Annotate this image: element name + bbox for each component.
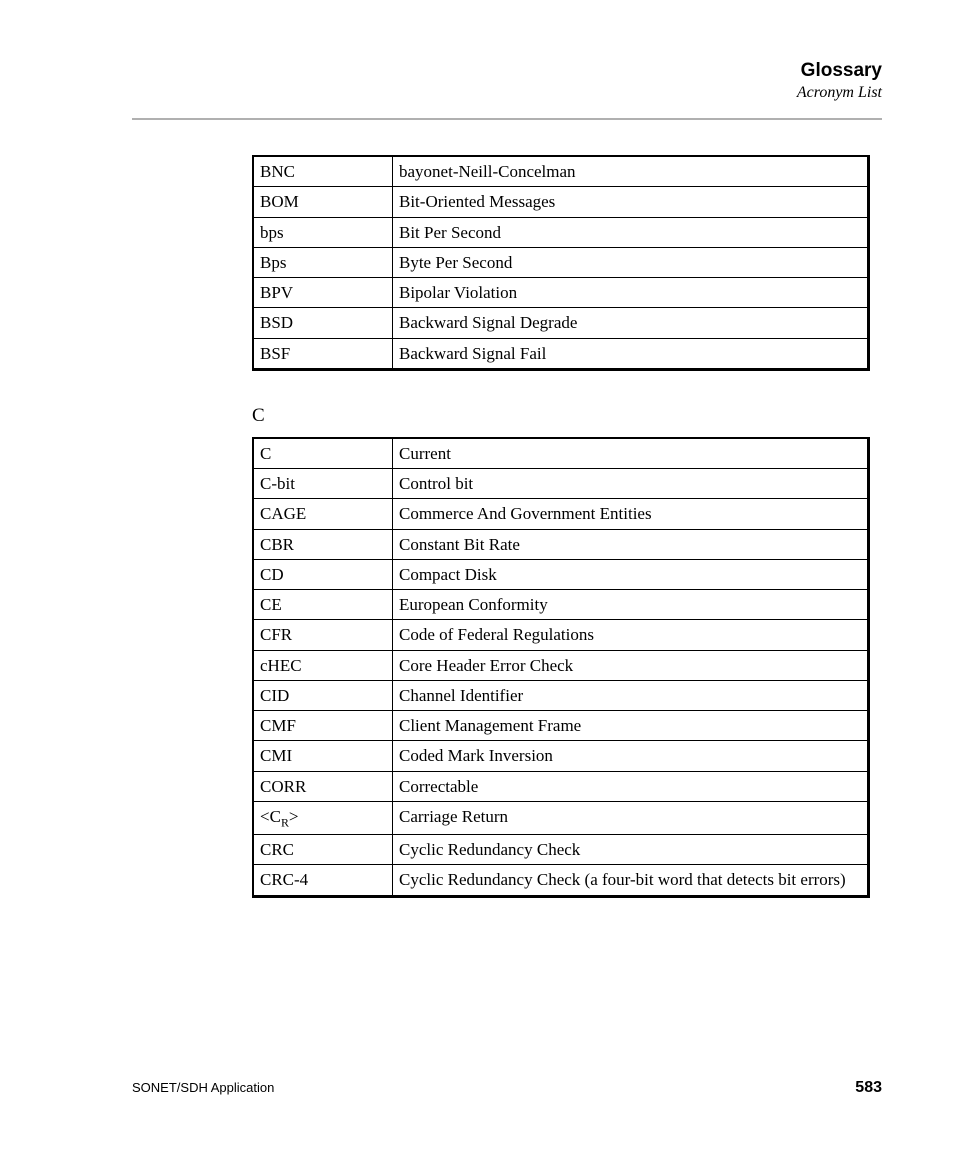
definition-cell: Compact Disk	[393, 559, 869, 589]
acronym-cell: CBR	[253, 529, 393, 559]
acronym-cell: CFR	[253, 620, 393, 650]
definition-cell: Coded Mark Inversion	[393, 741, 869, 771]
table-row: C-bit Control bit	[253, 469, 869, 499]
table-row: BOM Bit-Oriented Messages	[253, 187, 869, 217]
table-row: CRC Cyclic Redundancy Check	[253, 835, 869, 865]
page-header: Glossary Acronym List	[797, 60, 882, 102]
acronym-cell: CRC	[253, 835, 393, 865]
table-row: BNC bayonet-Neill-Concelman	[253, 156, 869, 187]
definition-cell: Byte Per Second	[393, 247, 869, 277]
header-rule	[132, 118, 882, 120]
table-row: <CR> Carriage Return	[253, 801, 869, 834]
acronym-cell: CORR	[253, 771, 393, 801]
table-row: CMF Client Management Frame	[253, 711, 869, 741]
table-row: Bps Byte Per Second	[253, 247, 869, 277]
acronym-cell: CD	[253, 559, 393, 589]
definition-cell: Client Management Frame	[393, 711, 869, 741]
definition-cell: Cyclic Redundancy Check (a four-bit word…	[393, 865, 869, 896]
section-letter-c: C	[252, 405, 882, 427]
table-row: BPV Bipolar Violation	[253, 278, 869, 308]
acronym-cell: BOM	[253, 187, 393, 217]
definition-cell: Channel Identifier	[393, 680, 869, 710]
acronym-cell: BPV	[253, 278, 393, 308]
definition-cell: Current	[393, 438, 869, 469]
definition-cell: Bipolar Violation	[393, 278, 869, 308]
acronym-cell: CAGE	[253, 499, 393, 529]
page-footer: SONET/SDH Application 583	[132, 1079, 882, 1097]
table-row: CORR Correctable	[253, 771, 869, 801]
table-row: CFR Code of Federal Regulations	[253, 620, 869, 650]
table-row: CD Compact Disk	[253, 559, 869, 589]
acronym-cell: bps	[253, 217, 393, 247]
definition-cell: Commerce And Government Entities	[393, 499, 869, 529]
acronym-cell: CE	[253, 590, 393, 620]
definition-cell: Backward Signal Fail	[393, 338, 869, 369]
content-area: BNC bayonet-Neill-Concelman BOM Bit-Orie…	[252, 155, 882, 898]
table-row: bps Bit Per Second	[253, 217, 869, 247]
acronym-cell: Bps	[253, 247, 393, 277]
table-row: CAGE Commerce And Government Entities	[253, 499, 869, 529]
definition-cell: Cyclic Redundancy Check	[393, 835, 869, 865]
table-row: C Current	[253, 438, 869, 469]
table-row: CRC-4 Cyclic Redundancy Check (a four-bi…	[253, 865, 869, 896]
definition-cell: Code of Federal Regulations	[393, 620, 869, 650]
acronym-cell: CID	[253, 680, 393, 710]
footer-left: SONET/SDH Application	[132, 1080, 274, 1095]
page-number: 583	[855, 1079, 882, 1097]
acronym-cell: BSF	[253, 338, 393, 369]
definition-cell: Backward Signal Degrade	[393, 308, 869, 338]
acronym-cell: <CR>	[253, 801, 393, 834]
definition-cell: Bit Per Second	[393, 217, 869, 247]
acronym-cell: BSD	[253, 308, 393, 338]
definition-cell: Correctable	[393, 771, 869, 801]
table-row: CE European Conformity	[253, 590, 869, 620]
definition-cell: Control bit	[393, 469, 869, 499]
acronym-cell: BNC	[253, 156, 393, 187]
page: Glossary Acronym List BNC bayonet-Neill-…	[0, 0, 954, 1159]
acronym-cell: cHEC	[253, 650, 393, 680]
definition-cell: Constant Bit Rate	[393, 529, 869, 559]
definition-cell: Core Header Error Check	[393, 650, 869, 680]
table-row: CBR Constant Bit Rate	[253, 529, 869, 559]
acronym-cell: C-bit	[253, 469, 393, 499]
table-row: BSF Backward Signal Fail	[253, 338, 869, 369]
header-subtitle: Acronym List	[797, 84, 882, 102]
acronym-cell: C	[253, 438, 393, 469]
acronym-cell: CRC-4	[253, 865, 393, 896]
definition-cell: Bit-Oriented Messages	[393, 187, 869, 217]
table-row: CMI Coded Mark Inversion	[253, 741, 869, 771]
header-title: Glossary	[797, 60, 882, 82]
definition-cell: European Conformity	[393, 590, 869, 620]
glossary-table-c: C Current C-bit Control bit CAGE Commerc…	[252, 437, 870, 898]
table-row: cHEC Core Header Error Check	[253, 650, 869, 680]
definition-cell: Carriage Return	[393, 801, 869, 834]
table-row: CID Channel Identifier	[253, 680, 869, 710]
definition-cell: bayonet-Neill-Concelman	[393, 156, 869, 187]
table-row: BSD Backward Signal Degrade	[253, 308, 869, 338]
acronym-cell: CMF	[253, 711, 393, 741]
glossary-table-b: BNC bayonet-Neill-Concelman BOM Bit-Orie…	[252, 155, 870, 371]
acronym-cell: CMI	[253, 741, 393, 771]
